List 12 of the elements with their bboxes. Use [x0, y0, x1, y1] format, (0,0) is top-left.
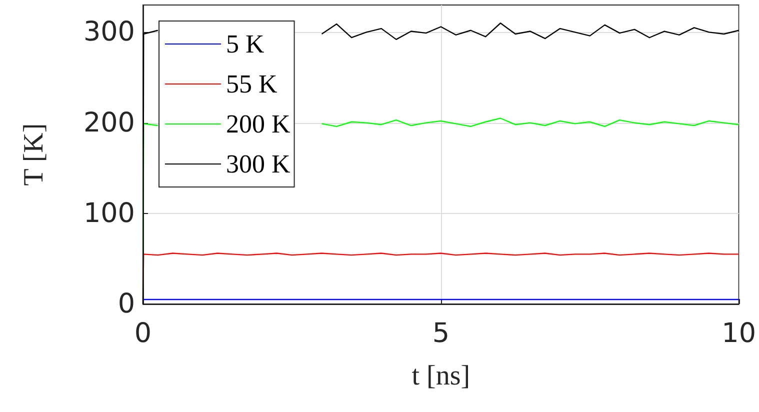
legend-label: 200 K — [226, 110, 290, 138]
y-tick-label: 300 — [83, 16, 135, 48]
legend-label: 55 K — [226, 70, 278, 98]
x-tick-label: 5 — [432, 318, 450, 349]
y-tick-label: 200 — [83, 107, 135, 138]
y-tick-label: 100 — [83, 198, 135, 229]
legend-label: 300 K — [226, 150, 290, 178]
legend-label: 5 K — [226, 30, 264, 58]
y-tick-label: 0 — [118, 288, 135, 320]
x-tick-label: 10 — [722, 318, 756, 349]
y-axis-title: T [K] — [18, 123, 50, 186]
x-axis-title: t [ns] — [412, 360, 470, 392]
